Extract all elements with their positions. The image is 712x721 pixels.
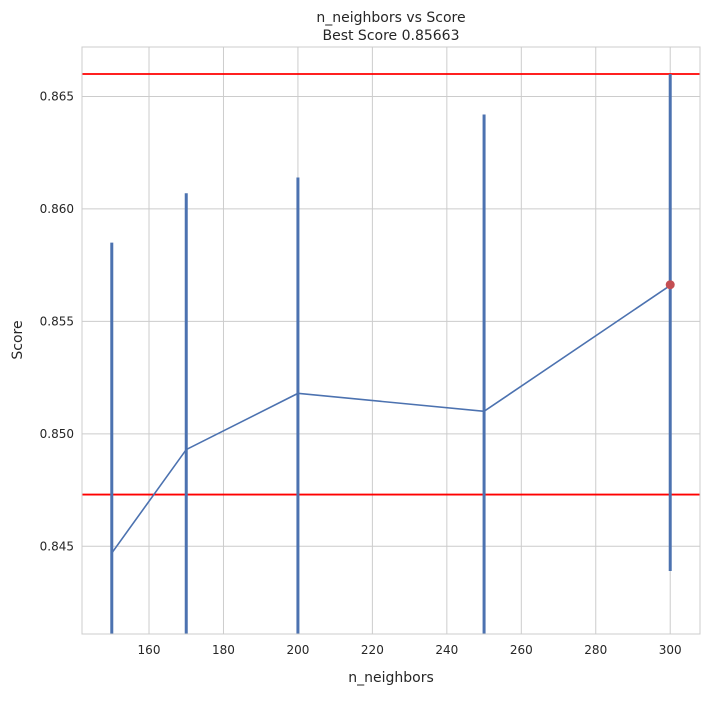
- y-tick-label: 0.860: [40, 202, 74, 216]
- y-tick-label: 0.855: [40, 314, 74, 328]
- y-tick-labels: 0.845 0.850 0.855 0.860 0.865: [40, 89, 74, 553]
- series-line: [111, 284, 671, 554]
- y-axis-label: Score: [10, 320, 26, 359]
- x-tick-label: 160: [138, 643, 161, 657]
- x-tick-label: 300: [659, 643, 682, 657]
- chart-subtitle: Best Score 0.85663: [322, 28, 459, 44]
- y-tick-label: 0.845: [40, 539, 74, 553]
- y-tick-label: 0.865: [40, 89, 74, 103]
- x-tick-label: 240: [435, 643, 458, 657]
- chart-title: n_neighbors vs Score: [316, 10, 465, 26]
- y-tick-label: 0.850: [40, 427, 74, 441]
- x-tick-label: 200: [286, 643, 309, 657]
- error-bars: [110, 73, 672, 634]
- x-tick-labels: 160 180 200 220 240 260 280 300: [138, 643, 682, 657]
- x-tick-label: 280: [584, 643, 607, 657]
- x-tick-label: 180: [212, 643, 235, 657]
- plot-frame: [81, 46, 701, 635]
- x-axis-label: n_neighbors: [348, 670, 434, 686]
- best-points: [665, 280, 675, 290]
- series-lines: [111, 284, 671, 554]
- best-point: [665, 280, 675, 290]
- x-tick-label: 220: [361, 643, 384, 657]
- x-tick-label: 260: [510, 643, 533, 657]
